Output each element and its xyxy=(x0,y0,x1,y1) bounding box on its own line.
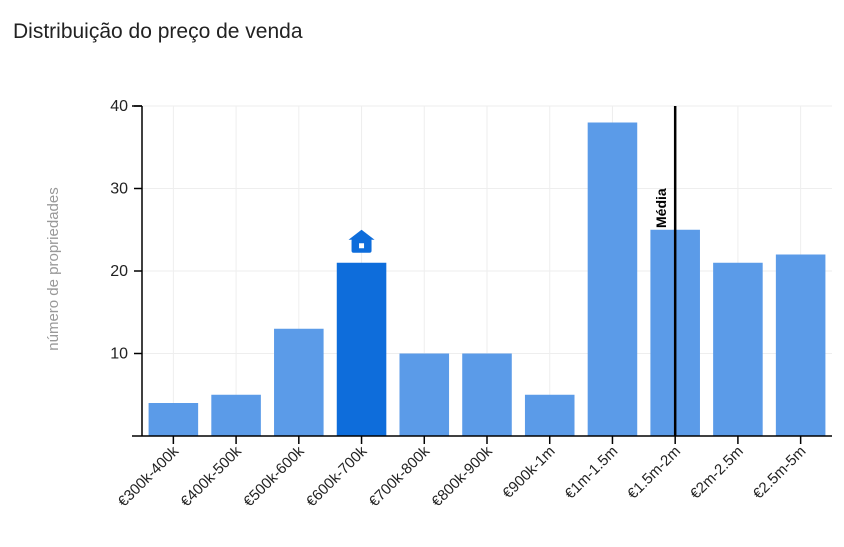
bar[interactable] xyxy=(399,353,450,437)
mean-label: Média xyxy=(653,188,669,228)
bar[interactable] xyxy=(274,328,324,436)
x-tick-label: €500k-600k xyxy=(240,442,308,510)
house-icon xyxy=(348,229,375,253)
x-tick-label: €600k-700k xyxy=(303,442,371,510)
x-ticks: €300k-400k€400k-500k€500k-600k€600k-700k… xyxy=(115,436,810,510)
bar[interactable] xyxy=(336,262,387,436)
house-window xyxy=(359,243,365,249)
chart-title: Distribuição do preço de venda xyxy=(13,20,303,43)
bars xyxy=(148,122,826,437)
x-tick-label: €2m-2.5m xyxy=(687,443,747,503)
x-tick-label: €400k-500k xyxy=(177,442,245,510)
x-tick-label: €1m-1.5m xyxy=(562,443,622,503)
mean-marker: Média xyxy=(653,106,677,436)
bar[interactable] xyxy=(587,122,638,437)
x-tick-label: €1.5m-2m xyxy=(624,443,684,503)
bar[interactable] xyxy=(524,394,575,436)
bar[interactable] xyxy=(775,254,826,437)
x-tick-label: €800k-900k xyxy=(428,442,496,510)
bar[interactable] xyxy=(713,262,763,436)
bar[interactable] xyxy=(211,394,261,436)
y-ticks: 10 20 30 40 xyxy=(110,98,142,363)
bar[interactable] xyxy=(148,403,199,436)
y-tick-label: 10 xyxy=(110,346,128,363)
y-tick-label: 30 xyxy=(110,181,128,198)
x-tick-label: €700k-800k xyxy=(366,442,434,510)
bar[interactable] xyxy=(462,353,512,437)
x-tick-label: €2.5m-5m xyxy=(750,443,810,503)
x-tick-label: €300k-400k xyxy=(115,442,183,510)
x-tick-label: €900k-1m xyxy=(499,443,558,502)
highlight-marker xyxy=(348,229,375,253)
y-axis-label: número de propriedades xyxy=(45,187,62,350)
y-tick-label: 40 xyxy=(110,98,128,115)
house-roof xyxy=(348,229,375,240)
y-tick-label: 20 xyxy=(110,263,128,280)
